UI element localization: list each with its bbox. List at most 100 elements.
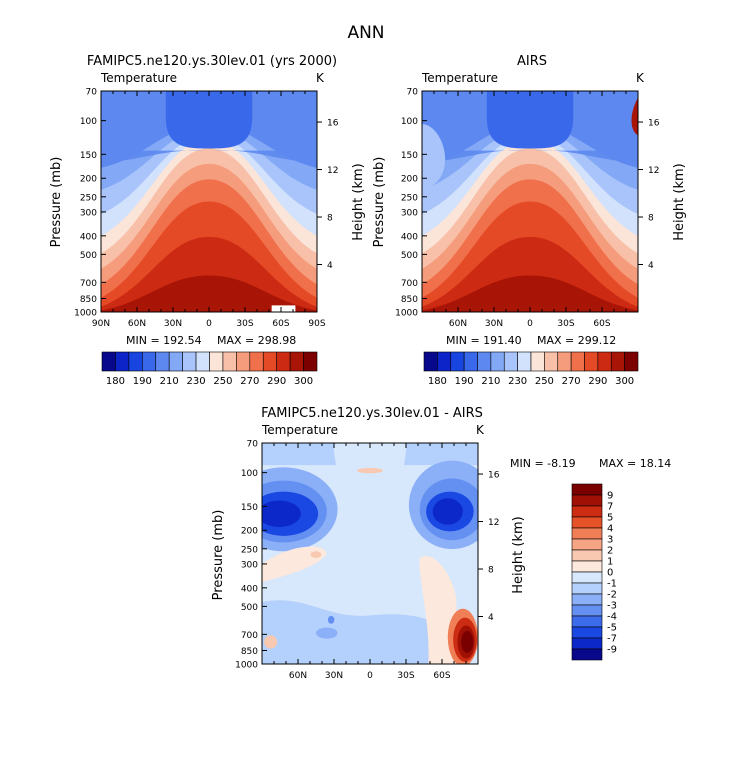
colorbar-diff-label: 5 (607, 513, 613, 524)
colorbar-obs-swatch-6 (503, 351, 518, 372)
panel-obs-axes (421, 90, 643, 313)
colorbar-model-label: 230 (187, 376, 206, 387)
y-tick-label: 1000 (235, 661, 258, 671)
diff-warm-spot-bottom-left (264, 635, 278, 649)
x-tick-label: 90S (308, 319, 325, 329)
colorbar-model-swatch-15 (303, 351, 318, 372)
panel-diff-ylabel: Pressure (mb) (211, 510, 226, 601)
colorbar-diff-label: 1 (607, 557, 613, 568)
y-tick-label: 300 (241, 560, 258, 570)
panel-obs: AIRS Temperature K MIN = 191.40 MAX = 29… (372, 54, 687, 347)
field-band-9 (101, 275, 317, 312)
x-tick-label: 60S (433, 671, 450, 681)
colorbar-model-label: 180 (106, 376, 125, 387)
colorbar-diff-label: -5 (607, 623, 617, 634)
colorbar-model-label: 210 (160, 376, 179, 387)
colorbar-model-swatch-7 (195, 351, 210, 372)
y-tick-label: 250 (80, 193, 97, 203)
y-tick-label: 700 (241, 631, 258, 641)
colorbar-diff-swatch-2 (571, 505, 603, 518)
panel-diff-units: K (476, 423, 485, 437)
colorbar-obs-label: 210 (481, 376, 500, 387)
y-tick-label: 500 (80, 251, 97, 261)
x-tick-label: 30N (485, 319, 503, 329)
field-model-gap (271, 305, 296, 312)
y-tick-label: 500 (401, 251, 418, 261)
panel-obs-min-label: MIN = 191.40 (446, 334, 522, 347)
panel-diff: FAMIPC5.ne120.ys.30lev.01 - AIRS Tempera… (211, 406, 671, 600)
y-tick-label: 850 (241, 647, 258, 657)
y-tick-label: 700 (80, 279, 97, 289)
x-tick-label: 30S (557, 319, 574, 329)
colorbar-obs-swatch-9 (544, 351, 559, 372)
y-tick-label: 70 (247, 440, 259, 450)
colorbar-diff-label: 9 (607, 491, 613, 502)
y2-tick-label: 8 (327, 214, 333, 224)
y-tick-label: 1000 (74, 309, 97, 319)
y-tick-label: 1000 (395, 309, 418, 319)
y-tick-label: 300 (401, 208, 418, 218)
y-tick-label: 150 (80, 151, 97, 161)
colorbar-model-swatch-13 (276, 351, 291, 372)
colorbar-obs-label: 230 (508, 376, 527, 387)
colorbar-model-swatch-2 (128, 351, 143, 372)
y2-tick-label: 4 (648, 261, 654, 271)
diff-right-lobe-4 (432, 498, 463, 525)
colorbar-obs-label: 290 (588, 376, 607, 387)
x-tick-label: 60S (593, 319, 610, 329)
colorbar-obs-swatch-3 (463, 351, 478, 372)
colorbar-obs-label: 180 (428, 376, 447, 387)
panel-model-axes (100, 90, 322, 313)
field-cold-core (165, 91, 253, 149)
y-tick-label: 200 (80, 175, 97, 185)
colorbar-diff-swatch-5 (571, 538, 603, 551)
x-tick-label: 30S (397, 671, 414, 681)
y2-tick-label: 16 (648, 119, 660, 129)
colorbar-diff-swatch-9 (571, 582, 603, 595)
colorbar-obs-swatch-2 (450, 351, 465, 372)
y-tick-label: 400 (80, 232, 97, 242)
panel-obs-units: K (636, 71, 645, 85)
colorbar-model-swatch-6 (182, 351, 197, 372)
diff-central-warm-spot (357, 467, 383, 474)
x-tick-label: 60N (289, 671, 307, 681)
panel-obs-field (422, 91, 638, 312)
colorbar-diff-swatch-11 (571, 604, 603, 617)
colorbar-diff-label: 4 (607, 524, 613, 535)
x-tick-label: 30N (325, 671, 343, 681)
panel-model: FAMIPC5.ne120.ys.30lev.01 (yrs 2000) Tem… (49, 54, 366, 347)
field-cold-core (486, 91, 574, 149)
panel-obs-y2label: Height (km) (672, 163, 687, 240)
y-tick-label: 100 (80, 117, 97, 127)
colorbar-obs-swatch-12 (584, 351, 599, 372)
colorbar-diff-swatch-15 (571, 648, 603, 661)
colorbar-diff-label: -1 (607, 579, 617, 590)
colorbar-diff-label: -7 (607, 634, 617, 645)
field-obs-right-lobe (631, 97, 638, 136)
y2-tick-label: 8 (488, 566, 494, 576)
field-band-9 (422, 275, 638, 312)
colorbar-model-swatch-9 (222, 351, 237, 372)
diff-warm-patch-left (262, 546, 327, 583)
colorbar-diff-label: -2 (607, 590, 617, 601)
y-tick-label: 850 (401, 295, 418, 305)
colorbar-obs-swatch-14 (610, 351, 625, 372)
panel-model-title: FAMIPC5.ne120.ys.30lev.01 (yrs 2000) (87, 54, 337, 69)
y-tick-label: 400 (401, 232, 418, 242)
colorbar-diff-swatch-1 (571, 494, 603, 507)
diff-lower-blue (262, 600, 446, 664)
y2-tick-label: 4 (488, 613, 494, 623)
colorbar-obs-label: 190 (455, 376, 474, 387)
y2-tick-label: 12 (488, 518, 499, 528)
x-tick-label: 60N (449, 319, 467, 329)
y-tick-label: 250 (401, 193, 418, 203)
colorbar-diff-swatch-10 (571, 593, 603, 606)
colorbar-obs-label: 300 (615, 376, 634, 387)
diff-max-lobe-4 (461, 630, 474, 653)
y-tick-label: 200 (241, 527, 258, 537)
colorbar-diff-swatch-12 (571, 615, 603, 628)
y2-tick-label: 8 (648, 214, 654, 224)
diff-left-lobe-4 (262, 500, 301, 527)
colorbar-obs-swatch-0 (423, 351, 438, 372)
